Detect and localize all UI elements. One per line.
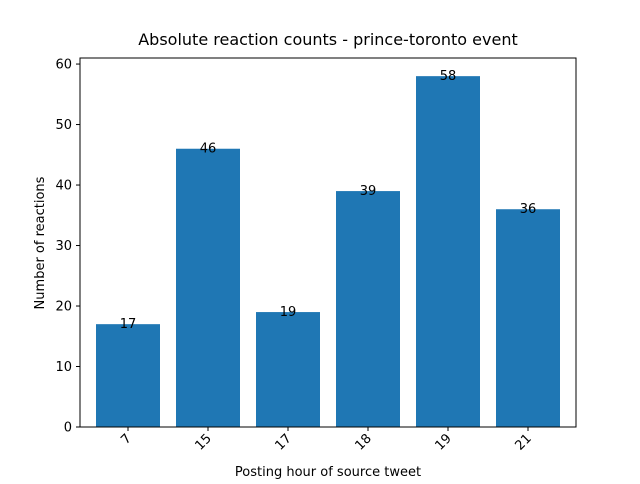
plot-area: 17 46 19 39 58 36 0 10 20 30 40 50 60 7 15 17 18 19 21 [55, 57, 577, 454]
bar-17 [256, 312, 320, 427]
data-label-19: 58 [440, 69, 457, 84]
data-label-17: 19 [280, 305, 297, 320]
bar-19 [416, 76, 480, 428]
y-tick-label-0: 0 [64, 421, 72, 436]
y-tick-label-10: 10 [55, 360, 72, 375]
y-tick-label-40: 40 [55, 179, 72, 194]
x-tick-label-7: 7 [118, 431, 134, 447]
bar-7 [96, 324, 160, 427]
bar-18 [336, 191, 400, 427]
axes-frame [79, 57, 577, 428]
chart-title: Absolute reaction counts - prince-toront… [138, 30, 518, 49]
data-label-7: 17 [120, 317, 137, 332]
data-label-15: 46 [200, 142, 217, 157]
bar-21 [496, 209, 560, 427]
x-tick-label-21: 21 [513, 431, 535, 453]
y-tick-label-60: 60 [55, 58, 72, 73]
y-tick-label-20: 20 [55, 300, 72, 315]
x-tick-label-18: 18 [353, 431, 375, 453]
y-tick-label-50: 50 [55, 118, 72, 133]
x-tick-label-15: 15 [193, 431, 215, 453]
y-tick-label-30: 30 [55, 239, 72, 254]
x-axis-label: Posting hour of source tweet [235, 465, 421, 480]
data-label-21: 36 [520, 202, 537, 217]
y-axis-label: Number of reactions [33, 176, 48, 309]
bar-15 [176, 148, 240, 427]
x-tick-label-17: 17 [273, 431, 295, 453]
x-tick-label-19: 19 [433, 431, 455, 453]
data-label-18: 39 [360, 184, 377, 199]
